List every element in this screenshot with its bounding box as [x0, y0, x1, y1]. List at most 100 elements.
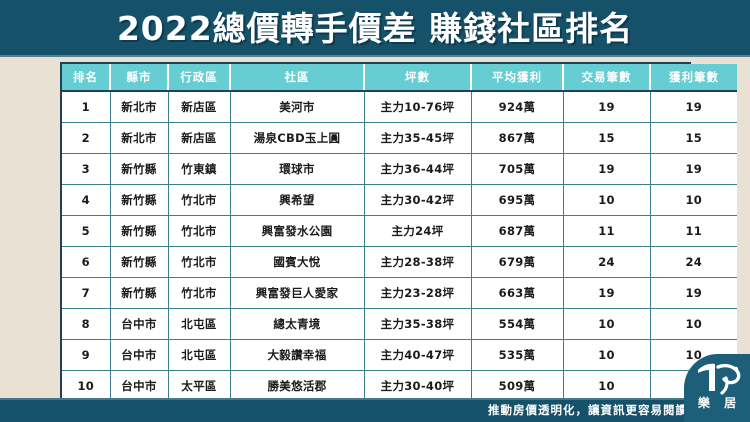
cell-community: 湯泉CBD玉上圓 — [230, 122, 365, 154]
cell-deals: 19 — [563, 277, 651, 309]
cell-community: 環球市 — [230, 153, 365, 185]
cell-city: 新竹縣 — [110, 215, 169, 247]
cell-ping: 主力10-76坪 — [364, 91, 472, 123]
cell-profitable-deals: 15 — [650, 122, 737, 154]
leju-brand-icon — [698, 363, 741, 395]
cell-deals: 19 — [563, 91, 651, 123]
cell-city: 新竹縣 — [110, 153, 169, 185]
cell-city: 新竹縣 — [110, 277, 169, 309]
cell-deals: 10 — [563, 339, 651, 371]
cell-community: 勝美悠活郡 — [230, 370, 365, 401]
column-header-ping: 坪數 — [364, 64, 472, 92]
cell-ping: 主力36-44坪 — [364, 153, 472, 185]
cell-city: 新竹縣 — [110, 184, 169, 216]
cell-rank: 1 — [62, 91, 111, 123]
cell-avg-profit: 695萬 — [471, 184, 564, 216]
cell-profitable-deals: 24 — [650, 246, 737, 278]
cell-community: 大毅讚幸福 — [230, 339, 365, 371]
cell-community: 興富發水公園 — [230, 215, 365, 247]
cell-ping: 主力24坪 — [364, 215, 472, 247]
table-row: 7 新竹縣 竹北市 興富發巨人愛家 主力23-28坪 663萬 19 19 — [62, 277, 737, 309]
cell-district: 竹北市 — [168, 215, 231, 247]
table-row: 8 台中市 北屯區 總太青境 主力35-38坪 554萬 10 10 — [62, 308, 737, 340]
table-row: 9 台中市 北屯區 大毅讚幸福 主力40-47坪 535萬 10 10 — [62, 339, 737, 371]
cell-district: 新店區 — [168, 122, 231, 154]
table-row: 1 新北市 新店區 美河市 主力10-76坪 924萬 19 19 — [62, 91, 737, 123]
cell-ping: 主力35-38坪 — [364, 308, 472, 340]
cell-ping: 主力30-40坪 — [364, 370, 472, 401]
cell-city: 台中市 — [110, 339, 169, 371]
cell-city: 新北市 — [110, 91, 169, 123]
cell-profitable-deals: 11 — [650, 215, 737, 247]
cell-rank: 7 — [62, 277, 111, 309]
cell-avg-profit: 924萬 — [471, 91, 564, 123]
cell-profitable-deals: 19 — [650, 277, 737, 309]
cell-city: 台中市 — [110, 370, 169, 401]
cell-avg-profit: 554萬 — [471, 308, 564, 340]
cell-profitable-deals: 19 — [650, 91, 737, 123]
column-header-profitable-deals: 獲利筆數 — [650, 64, 737, 92]
cell-district: 竹東鎮 — [168, 153, 231, 185]
cell-avg-profit: 867萬 — [471, 122, 564, 154]
cell-city: 台中市 — [110, 308, 169, 340]
cell-deals: 11 — [563, 215, 651, 247]
cell-deals: 24 — [563, 246, 651, 278]
table-row: 2 新北市 新店區 湯泉CBD玉上圓 主力35-45坪 867萬 15 15 — [62, 122, 737, 154]
column-header-deals: 交易筆數 — [563, 64, 651, 92]
cell-district: 竹北市 — [168, 277, 231, 309]
table-body: 1 新北市 新店區 美河市 主力10-76坪 924萬 19 19 2 新北市 … — [62, 91, 737, 401]
cell-ping: 主力40-47坪 — [364, 339, 472, 371]
cell-district: 新店區 — [168, 91, 231, 123]
cell-rank: 8 — [62, 308, 111, 340]
cell-community: 興希望 — [230, 184, 365, 216]
cell-district: 竹北市 — [168, 246, 231, 278]
cell-community: 國賓大悅 — [230, 246, 365, 278]
cell-ping: 主力23-28坪 — [364, 277, 472, 309]
cell-profitable-deals: 10 — [650, 308, 737, 340]
column-header-community: 社區 — [230, 64, 365, 92]
brand-logo-text: 樂 居 — [697, 396, 742, 410]
cell-avg-profit: 535萬 — [471, 339, 564, 371]
column-header-city: 縣市 — [110, 64, 169, 92]
table-header: 排名 縣市 行政區 社區 坪數 平均獲利 交易筆數 獲利筆數 — [62, 64, 737, 92]
cell-rank: 9 — [62, 339, 111, 371]
title-band: 2022總價轉手價差 賺錢社區排名 — [0, 0, 750, 57]
table-row: 10 台中市 太平區 勝美悠活郡 主力30-40坪 509萬 10 10 — [62, 370, 737, 401]
footer-band: 推動房價透明化，讓資訊更容易閱讀 — [0, 398, 750, 422]
cell-community: 總太青境 — [230, 308, 365, 340]
cell-rank: 6 — [62, 246, 111, 278]
cell-rank: 3 — [62, 153, 111, 185]
cell-deals: 10 — [563, 184, 651, 216]
cell-rank: 5 — [62, 215, 111, 247]
ranking-table-container: 排名 縣市 行政區 社區 坪數 平均獲利 交易筆數 獲利筆數 1 新北市 新店區… — [60, 62, 737, 403]
cell-community: 興富發巨人愛家 — [230, 277, 365, 309]
cell-avg-profit: 679萬 — [471, 246, 564, 278]
brand-logo-badge: 樂 居 — [684, 354, 750, 422]
cell-avg-profit: 509萬 — [471, 370, 564, 401]
cell-ping: 主力30-42坪 — [364, 184, 472, 216]
cell-district: 北屯區 — [168, 339, 231, 371]
cell-deals: 15 — [563, 122, 651, 154]
column-header-avg-profit: 平均獲利 — [471, 64, 564, 92]
footer-tagline: 推動房價透明化，讓資訊更容易閱讀 — [488, 403, 688, 417]
cell-district: 太平區 — [168, 370, 231, 401]
cell-rank: 10 — [62, 370, 111, 401]
cell-profitable-deals: 19 — [650, 153, 737, 185]
cell-avg-profit: 705萬 — [471, 153, 564, 185]
cell-deals: 10 — [563, 308, 651, 340]
table-header-row: 排名 縣市 行政區 社區 坪數 平均獲利 交易筆數 獲利筆數 — [62, 64, 737, 92]
cell-deals: 19 — [563, 153, 651, 185]
table-row: 6 新竹縣 竹北市 國賓大悅 主力28-38坪 679萬 24 24 — [62, 246, 737, 278]
cell-district: 北屯區 — [168, 308, 231, 340]
cell-avg-profit: 663萬 — [471, 277, 564, 309]
cell-avg-profit: 687萬 — [471, 215, 564, 247]
table-row: 5 新竹縣 竹北市 興富發水公園 主力24坪 687萬 11 11 — [62, 215, 737, 247]
cell-ping: 主力28-38坪 — [364, 246, 472, 278]
table-row: 3 新竹縣 竹東鎮 環球市 主力36-44坪 705萬 19 19 — [62, 153, 737, 185]
column-header-rank: 排名 — [62, 64, 111, 92]
cell-profitable-deals: 10 — [650, 184, 737, 216]
ranking-table: 排名 縣市 行政區 社區 坪數 平均獲利 交易筆數 獲利筆數 1 新北市 新店區… — [62, 64, 737, 401]
column-header-district: 行政區 — [168, 64, 231, 92]
cell-rank: 4 — [62, 184, 111, 216]
